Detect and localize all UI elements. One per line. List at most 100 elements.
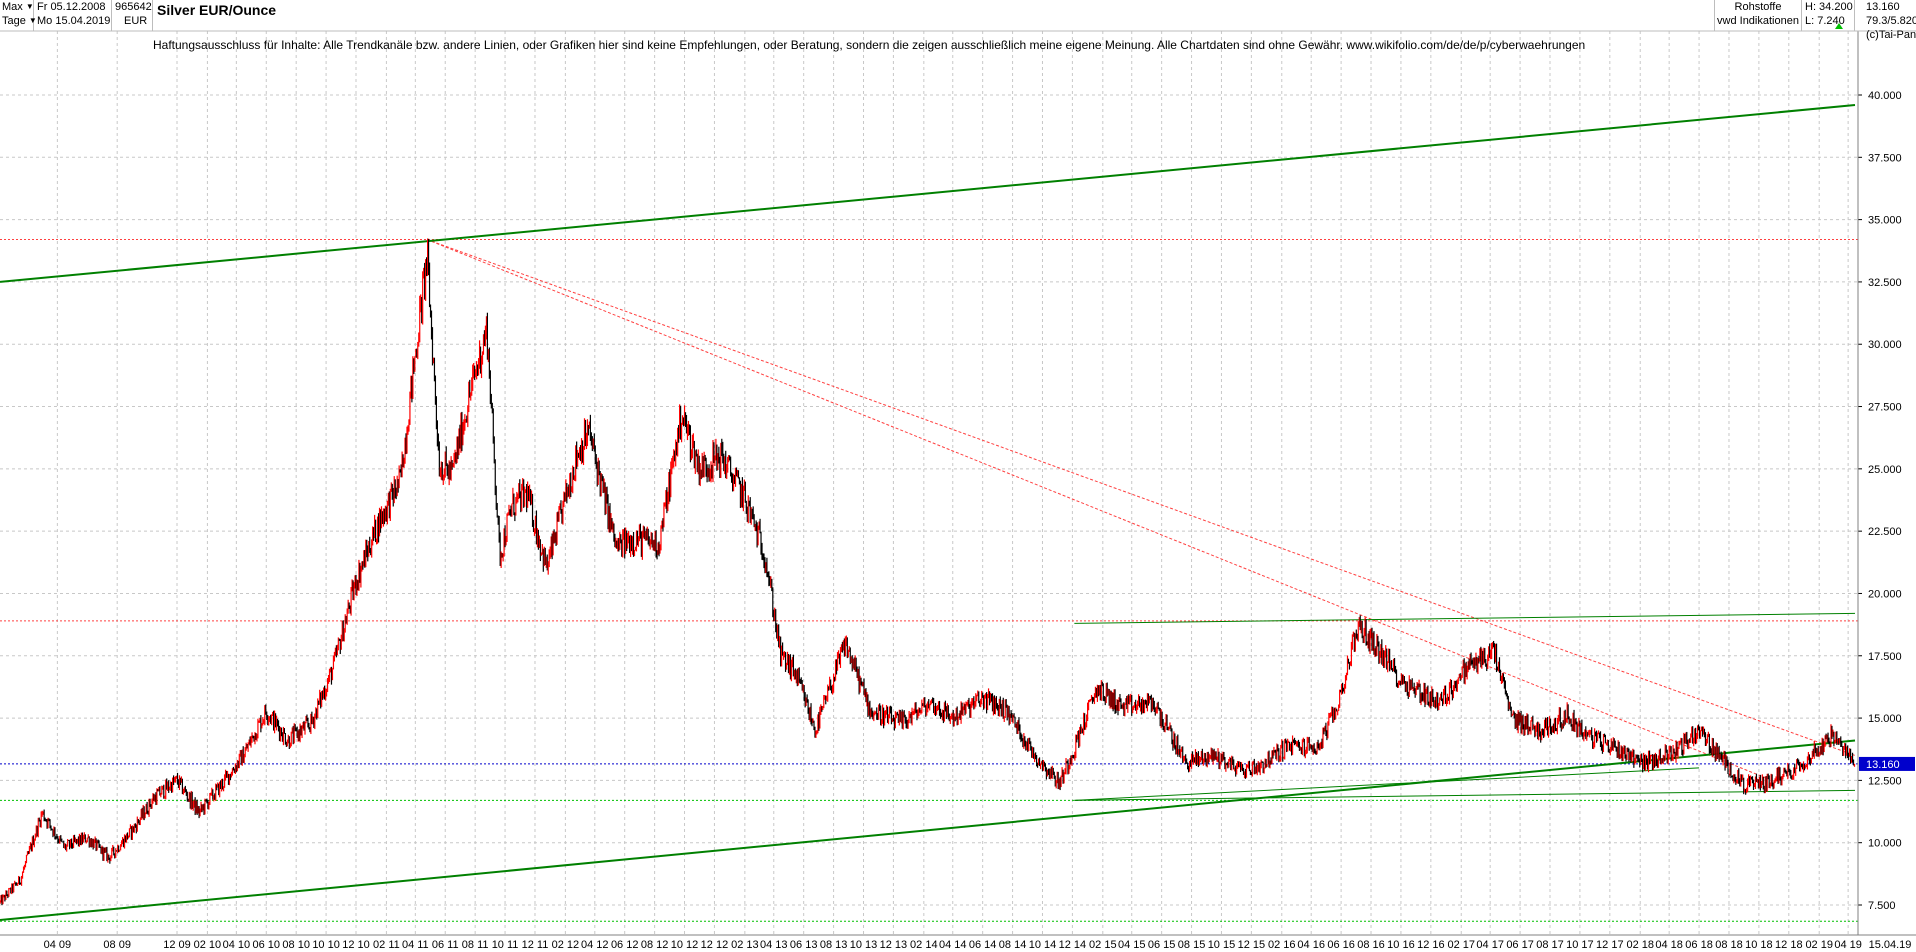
x-tick-label: 02 13 [731, 939, 759, 951]
x-tick-label: 04 09 [44, 939, 72, 951]
x-tick-label: 08 16 [1357, 939, 1385, 951]
x-tick-label: 04 17 [1476, 939, 1504, 951]
y-tick-label: 20.000 [1868, 588, 1902, 600]
trendline [0, 103, 1856, 283]
date-to: Mo 15.04.2019 [37, 15, 111, 27]
x-tick-label: 04 18 [1655, 939, 1683, 951]
x-tick-label: 12 16 [1417, 939, 1445, 951]
x-tick-label: 12 09 [163, 939, 191, 951]
x-tick-label: 08 13 [820, 939, 848, 951]
up-arrow-icon [1835, 23, 1843, 29]
resistance-line [426, 239, 1856, 756]
x-tick-label: 12 10 [342, 939, 370, 951]
range-select-label[interactable]: Max [2, 1, 23, 13]
x-tick-label: 04 10 [223, 939, 251, 951]
x-tick-label: 06 16 [1327, 939, 1355, 951]
x-tick-label: 04 14 [939, 939, 967, 951]
x-tick-label: 02 19 [1805, 939, 1833, 951]
x-tick-label: 06 18 [1685, 939, 1713, 951]
x-tick-label: 06 17 [1506, 939, 1534, 951]
date-range: Fr 05.12.2008 Mo 15.04.2019 [35, 0, 112, 31]
last-price-marker [1859, 756, 1915, 771]
y-tick-label: 40.000 [1868, 90, 1902, 102]
y-tick-label: 30.000 [1868, 339, 1902, 351]
x-tick-label: 04 16 [1297, 939, 1325, 951]
x-tick-label: 02 11 [373, 939, 400, 951]
x-tick-label: 02 15 [1089, 939, 1117, 951]
trendlines [0, 103, 1858, 922]
x-end-label: 15.04.19 [1869, 939, 1912, 951]
y-tick-label: 35.000 [1868, 215, 1902, 227]
trendline [1074, 612, 1856, 624]
x-tick-label: 10 16 [1387, 939, 1415, 951]
x-tick-label: 12 14 [1059, 939, 1087, 951]
x-tick-label: 06 14 [969, 939, 997, 951]
trendline [0, 739, 1856, 921]
x-tick-label: 08 09 [103, 939, 131, 951]
data-source: vwd Indikationen [1717, 15, 1799, 27]
last-value: 13.160 [1866, 1, 1900, 13]
high-low: H: 34.200 L: 7.240 [1803, 0, 1855, 31]
y-tick-label: 25.000 [1868, 464, 1902, 476]
date-from: Fr 05.12.2008 [37, 1, 106, 13]
price-series [0, 238, 1856, 906]
source-info: Rohstoffe vwd Indikationen [1714, 0, 1802, 31]
x-tick-label: 04 19 [1834, 939, 1862, 951]
x-tick-label: 10 18 [1745, 939, 1773, 951]
x-tick-label: 10 10 [312, 939, 340, 951]
x-tick-label: 06 10 [252, 939, 280, 951]
x-tick-label: 10 11 [492, 939, 519, 951]
x-tick-label: 06 15 [1148, 939, 1176, 951]
trendline [1074, 789, 1856, 801]
y-tick-label: 7.500 [1868, 900, 1896, 912]
x-tick-label: 06 12 [611, 939, 639, 951]
x-tick-label: 12 18 [1775, 939, 1803, 951]
x-tick-label: 02 16 [1268, 939, 1296, 951]
last-info: 13.160 79.3/5.820 (c)Tai-Pan [1856, 0, 1916, 42]
high-value: H: 34.200 [1805, 1, 1853, 13]
chevron-down-icon[interactable]: ▼ [28, 16, 37, 26]
copyright: (c)Tai-Pan [1866, 29, 1916, 41]
x-tick-label: 08 12 [641, 939, 669, 951]
stat-value: 79.3/5.820 [1866, 15, 1916, 27]
last-price-label: 13.160 [1866, 759, 1900, 771]
x-tick-label: 04 15 [1118, 939, 1146, 951]
x-tick-label: 12 17 [1596, 939, 1624, 951]
x-tick-label: 10 15 [1208, 939, 1236, 951]
x-tick-label: 12 13 [880, 939, 908, 951]
y-tick-label: 22.500 [1868, 526, 1902, 538]
x-tick-label: 12 15 [1238, 939, 1266, 951]
interval-select-label[interactable]: Tage [2, 15, 26, 28]
y-tick-label: 32.500 [1868, 277, 1902, 289]
currency: EUR [124, 15, 148, 27]
x-tick-label: 10 12 [671, 939, 699, 951]
x-tick-label: 08 11 [462, 939, 489, 951]
x-tick-label: 08 18 [1715, 939, 1743, 951]
chevron-down-icon[interactable]: ▼ [25, 2, 34, 12]
range-selector[interactable]: Max ▼ Tage ▼ [0, 0, 37, 31]
x-tick-label: 08 15 [1178, 939, 1206, 951]
chart-title: Silver EUR/Ounce [157, 2, 277, 18]
x-tick-label: 04 12 [581, 939, 609, 951]
disclaimer-text: Haftungsausschluss für Inhalte: Alle Tre… [153, 38, 1586, 52]
x-tick-label: 12 12 [701, 939, 729, 951]
x-tick-label: 04 11 [402, 939, 429, 951]
x-tick-label: 08 17 [1536, 939, 1564, 951]
y-tick-label: 17.500 [1868, 651, 1902, 663]
resistance-line [426, 239, 1766, 779]
trendline [1074, 767, 1700, 801]
y-tick-label: 37.500 [1868, 152, 1902, 164]
y-tick-label: 12.500 [1868, 775, 1902, 787]
axes: 7.500 10.000 12.500 15.000 17.500 20.000 22.50… [0, 23, 1916, 951]
y-tick-label: 27.500 [1868, 402, 1902, 414]
x-tick-label: 04 13 [760, 939, 788, 951]
x-tick-label: 08 14 [999, 939, 1027, 951]
instrument-id: 965642 EUR [113, 0, 153, 31]
y-tick-label: 10.000 [1868, 838, 1902, 850]
x-tick-label: 06 11 [432, 939, 459, 951]
x-tick-label: 12 11 [522, 939, 549, 951]
category: Rohstoffe [1734, 1, 1782, 13]
chart-grid [0, 31, 1858, 935]
low-value: L: 7.240 [1805, 15, 1845, 27]
